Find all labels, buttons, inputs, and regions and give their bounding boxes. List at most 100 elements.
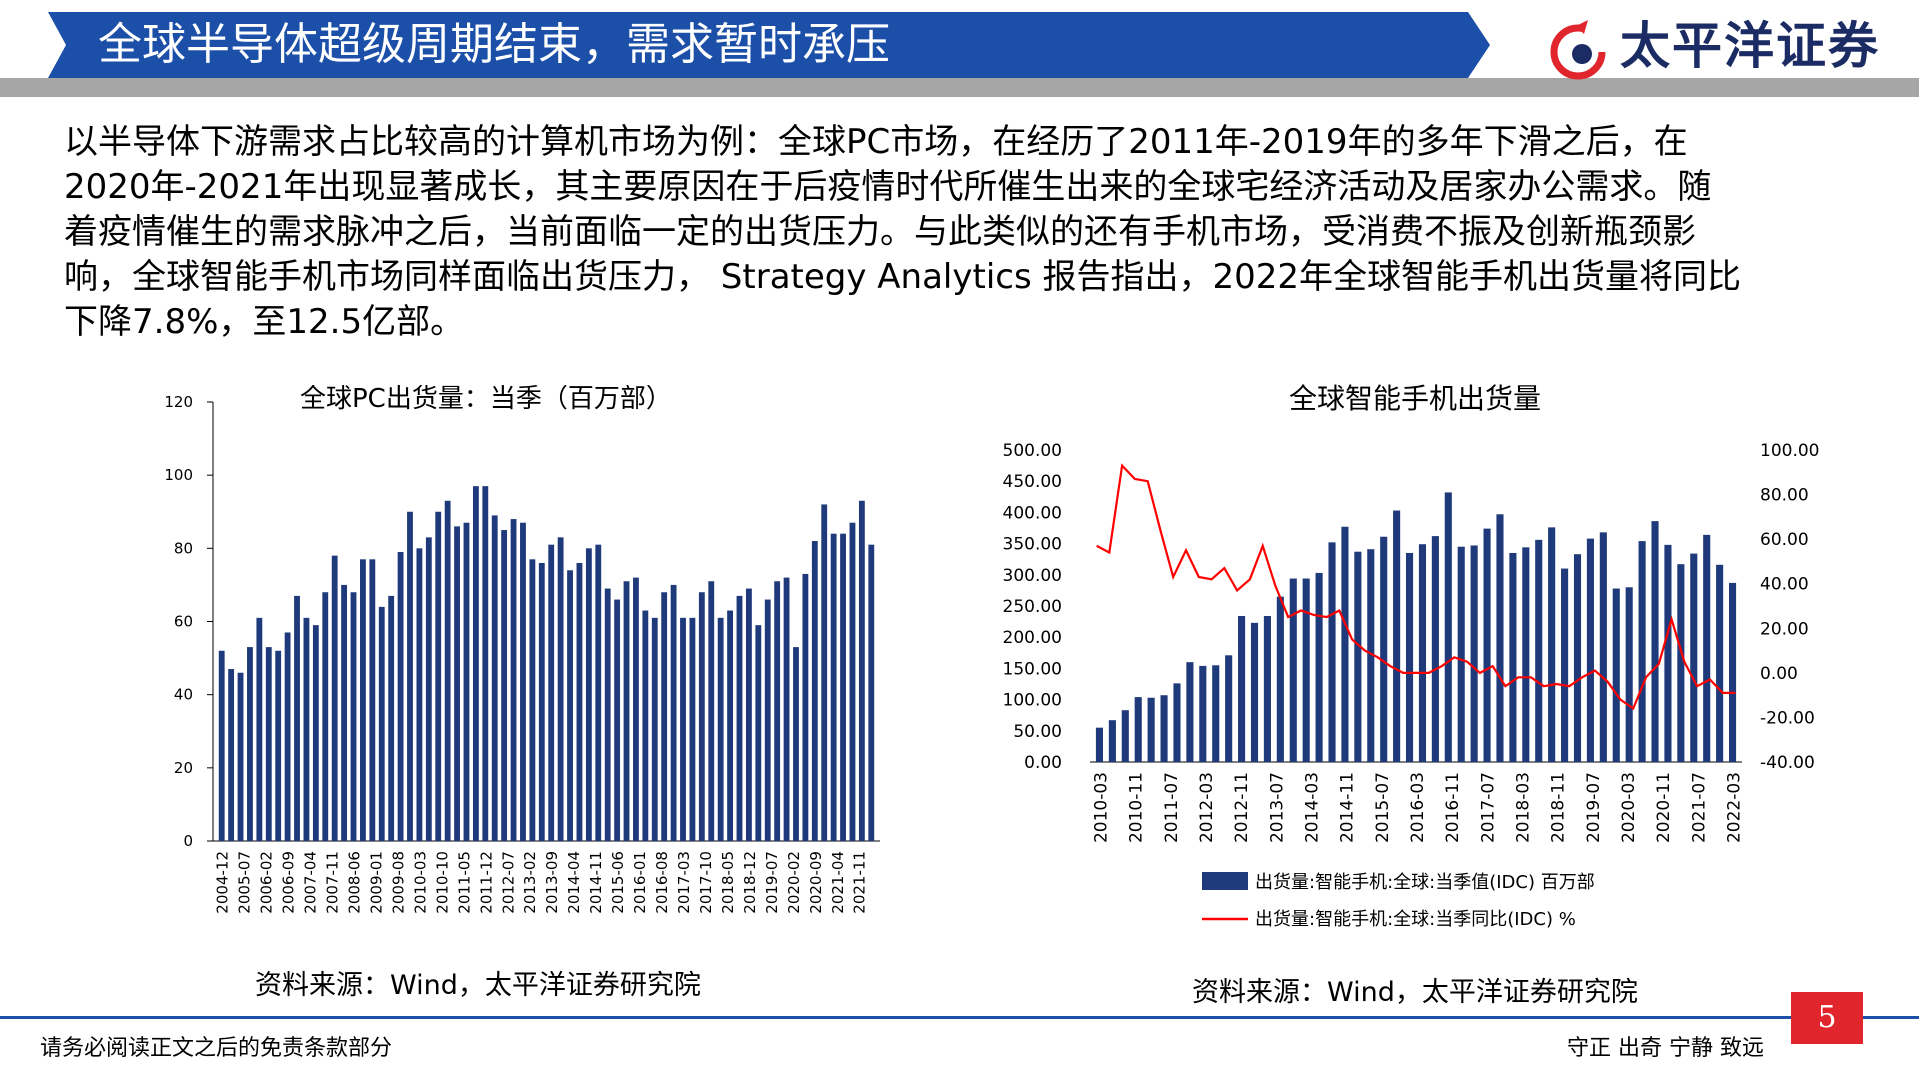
x-tick-label: 2018-05	[719, 851, 737, 914]
bar	[633, 577, 639, 841]
y-right-tick-label: -20.00	[1760, 708, 1815, 728]
y-left-tick-label: 250.00	[1003, 597, 1062, 617]
x-tick-label: 2018-03	[1514, 772, 1534, 843]
footer-disclaimer: 请务必阅读正文之后的免责条款部分	[40, 1036, 393, 1061]
bar	[557, 537, 564, 841]
bar	[745, 588, 752, 841]
y-left-tick-label: 50.00	[1013, 722, 1062, 742]
header-gray-band	[0, 78, 1919, 97]
y-right-tick-label: 40.00	[1760, 575, 1809, 595]
bar	[1638, 541, 1646, 762]
bar	[1341, 526, 1349, 762]
bar	[858, 500, 865, 841]
y-left-tick-label: 500.00	[1003, 441, 1062, 461]
x-tick-label: 2020-02	[785, 851, 803, 914]
bar	[623, 581, 630, 841]
legend-bar-swatch	[1202, 872, 1248, 890]
x-tick-label: 2010-03	[1091, 772, 1111, 843]
bar	[472, 486, 479, 841]
x-tick-label: 2021-04	[829, 851, 847, 914]
bar	[811, 541, 818, 841]
bar	[1483, 528, 1491, 762]
bar	[284, 632, 291, 841]
bar	[1095, 727, 1104, 762]
bar	[793, 647, 799, 841]
bar	[303, 617, 310, 841]
bar	[1276, 596, 1284, 762]
y-right-tick-label: 80.00	[1760, 486, 1809, 506]
bar	[1160, 695, 1168, 762]
bar	[1586, 538, 1594, 762]
bar	[275, 650, 282, 841]
x-tick-label: 2009-08	[389, 851, 407, 914]
bar	[1703, 534, 1711, 762]
x-tick-label: 2013-02	[521, 851, 539, 914]
bar	[388, 595, 395, 841]
bar	[1147, 697, 1155, 762]
bar	[1716, 564, 1724, 762]
bar	[1728, 582, 1737, 762]
x-tick-label: 2004-12	[214, 851, 232, 914]
bar	[830, 533, 837, 841]
legend-bar-label: 出货量:智能手机:全球:当季值(IDC) 百万部	[1255, 872, 1595, 893]
bar	[1509, 552, 1517, 762]
logo-text: 太平洋证券	[1620, 17, 1880, 75]
y-left-tick-label: 450.00	[1003, 472, 1062, 492]
x-tick-label: 2012-11	[1232, 772, 1252, 843]
bar	[510, 519, 517, 841]
y-left-tick-label: 400.00	[1003, 503, 1062, 523]
x-tick-label: 2011-12	[477, 851, 495, 914]
x-tick-label: 2012-07	[499, 851, 517, 914]
bar	[538, 562, 545, 841]
y-right-tick-label: 20.00	[1760, 619, 1809, 639]
bar	[407, 511, 413, 841]
x-tick-label: 2011-07	[1162, 772, 1182, 843]
bar	[529, 559, 536, 841]
bar	[1418, 544, 1427, 762]
bar	[444, 500, 451, 841]
x-tick-label: 2019-07	[1584, 772, 1604, 843]
y-tick-label: 0	[183, 832, 193, 850]
bar	[585, 548, 592, 841]
bar	[783, 577, 790, 841]
bar	[1173, 683, 1181, 762]
company-logo: 太平洋证券	[1548, 12, 1908, 80]
bar	[670, 584, 677, 841]
legend-line-label: 出货量:智能手机:全球:当季同比(IDC) %	[1255, 909, 1576, 930]
bar	[294, 595, 300, 841]
bar	[1212, 665, 1220, 762]
x-tick-label: 2006-02	[258, 851, 276, 914]
y-left-tick-label: 150.00	[1003, 659, 1062, 679]
bar	[1405, 552, 1414, 762]
bar	[755, 625, 762, 841]
bar	[1108, 720, 1116, 762]
bar	[1561, 568, 1569, 762]
bar	[350, 592, 357, 841]
x-tick-label: 2016-11	[1443, 772, 1463, 843]
bar	[1431, 536, 1439, 762]
x-tick-label: 2008-06	[346, 851, 364, 914]
x-tick-label: 2016-03	[1408, 772, 1428, 843]
bar	[369, 559, 376, 841]
bar	[1250, 622, 1259, 762]
x-tick-label: 2020-03	[1619, 772, 1639, 843]
x-tick-label: 2016-01	[631, 851, 649, 914]
bar	[1690, 553, 1698, 762]
bar	[435, 511, 442, 841]
yoy-line	[1096, 463, 1736, 711]
bar	[1470, 545, 1478, 762]
bar	[717, 617, 724, 841]
x-tick-label: 2011-05	[455, 851, 473, 914]
bar	[774, 581, 781, 841]
x-tick-label: 2010-03	[411, 851, 429, 914]
x-tick-label: 2016-08	[653, 851, 671, 914]
bar	[1599, 532, 1607, 762]
bar	[1522, 547, 1530, 762]
smartphone-shipments-chart: 全球智能手机出货量 0.00 50.00 100.00 150.00 200.00 250.…	[1003, 382, 1820, 930]
paragraph-line: 下降7.8%，至12.5亿部。	[64, 302, 465, 342]
y-tick-label: 40	[174, 686, 193, 704]
bar	[567, 570, 573, 841]
bar	[736, 595, 743, 841]
source-note-left: 资料来源：Wind，太平洋证券研究院	[255, 970, 701, 1001]
bar	[689, 617, 696, 841]
